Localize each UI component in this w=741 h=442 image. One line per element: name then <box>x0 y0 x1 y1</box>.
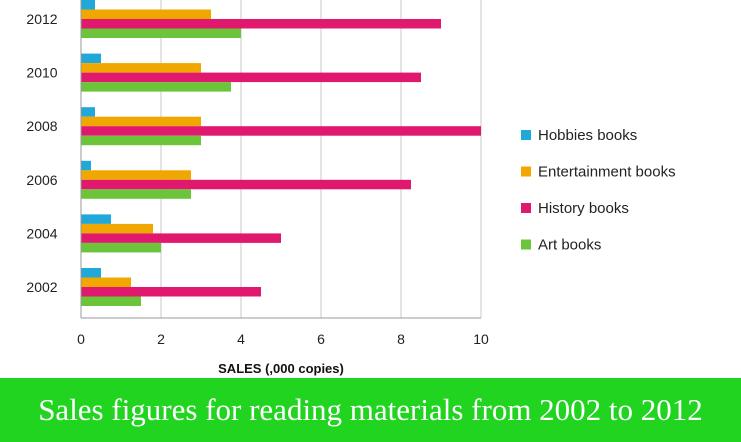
bar-history-books-2006 <box>81 179 411 190</box>
x-tick-label: 6 <box>317 331 325 347</box>
bar-history-books-2002 <box>81 287 261 297</box>
bar-hobbies-books-2012 <box>81 0 95 10</box>
legend-label-entertainment-books: Entertainment books <box>538 164 676 181</box>
bar-art-books-2008 <box>81 135 201 146</box>
legend-label-hobbies-books: Hobbies books <box>538 127 637 144</box>
y-tick-label: 2004 <box>26 225 57 241</box>
x-tick-label: 10 <box>473 331 489 347</box>
bar-history-books-2008 <box>81 126 481 136</box>
bar-entertainment-books-2010 <box>81 63 201 73</box>
bar-hobbies-books-2004 <box>81 214 111 224</box>
bar-hobbies-books-2002 <box>81 268 101 278</box>
bars <box>81 0 481 306</box>
legend-swatch-entertainment-books <box>521 166 531 177</box>
bar-hobbies-books-2010 <box>81 53 101 64</box>
bar-art-books-2010 <box>81 82 231 92</box>
y-tick-label: 2010 <box>26 65 57 81</box>
y-tick-label: 2008 <box>26 118 57 134</box>
bar-entertainment-books-2006 <box>81 170 191 180</box>
caption-banner: Sales figures for reading materials from… <box>0 378 741 442</box>
bar-art-books-2002 <box>81 296 141 306</box>
bar-entertainment-books-2008 <box>81 116 201 127</box>
caption-text: Sales figures for reading materials from… <box>38 392 703 427</box>
bar-history-books-2010 <box>81 72 421 83</box>
axes <box>80 0 481 319</box>
bar-entertainment-books-2012 <box>81 9 211 19</box>
bar-hobbies-books-2008 <box>81 107 95 117</box>
legend-swatch-history-books <box>521 203 531 213</box>
y-tick-label: 2002 <box>26 279 57 295</box>
legend-swatch-art-books <box>521 239 531 250</box>
legend-label-history-books: History books <box>538 200 629 217</box>
y-tick-label: 2006 <box>26 172 57 188</box>
x-tick-label: 0 <box>77 331 85 347</box>
bar-art-books-2004 <box>81 242 161 253</box>
x-tick-labels: 0 2 4 6 8 10 <box>77 331 489 347</box>
x-axis-label: SALES (,000 copies) <box>218 361 344 376</box>
legend-label-art-books: Art books <box>538 237 601 254</box>
x-tick-label: 4 <box>237 331 245 347</box>
x-tick-label: 8 <box>397 331 405 347</box>
bar-history-books-2012 <box>81 19 441 29</box>
bar-entertainment-books-2004 <box>81 223 153 234</box>
y-tick-label: 2012 <box>26 11 57 27</box>
legend-swatch-hobbies-books <box>521 130 531 140</box>
bar-hobbies-books-2006 <box>81 160 91 171</box>
gridlines <box>160 0 482 318</box>
legend: Hobbies books Entertainment books History … <box>521 127 676 254</box>
x-tick-label: 2 <box>157 331 165 347</box>
bar-art-books-2012 <box>81 28 241 38</box>
bar-art-books-2006 <box>81 189 191 199</box>
y-tick-labels: 2002 2004 2006 2008 2010 2012 <box>26 11 57 295</box>
bar-history-books-2004 <box>81 233 281 243</box>
bar-entertainment-books-2002 <box>81 277 131 287</box>
sales-bar-chart: 2002 2004 2006 2008 2010 2012 0 2 4 6 8 10 SALES (… <box>26 0 676 376</box>
